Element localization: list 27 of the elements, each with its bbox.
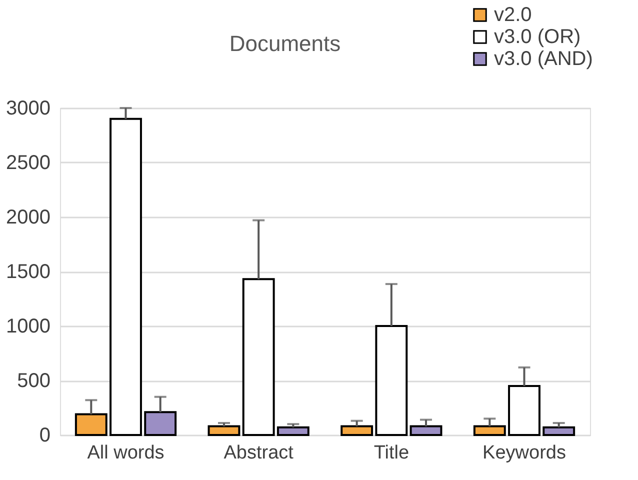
bar [473,425,506,436]
bar [542,426,576,436]
bar [410,425,442,436]
bar [208,425,240,436]
bar [74,413,108,436]
bar [242,278,275,436]
y-tick-label: 3000 [6,98,50,120]
x-tick-label: Abstract [224,442,294,464]
y-tick-label: 500 [17,370,50,392]
y-tick-label: 2000 [6,206,50,228]
y-tick-label: 1500 [6,261,50,283]
bar [276,426,310,436]
bar [340,425,374,436]
x-tick-label: All words [87,442,164,464]
x-tick-label: Title [374,442,410,464]
legend-label: v3.0 (OR) [494,26,581,48]
bar [110,118,142,436]
bar [144,411,177,436]
chart-title: Documents [229,31,341,56]
legend-label: v2.0 [494,4,532,26]
bar [508,384,540,436]
bar [375,325,408,436]
legend-label: v3.0 (AND) [494,48,593,70]
x-tick-label: Keywords [482,442,566,464]
y-tick-label: 2500 [6,152,50,174]
y-tick-label: 1000 [6,316,50,338]
y-tick-label: 0 [39,424,50,446]
